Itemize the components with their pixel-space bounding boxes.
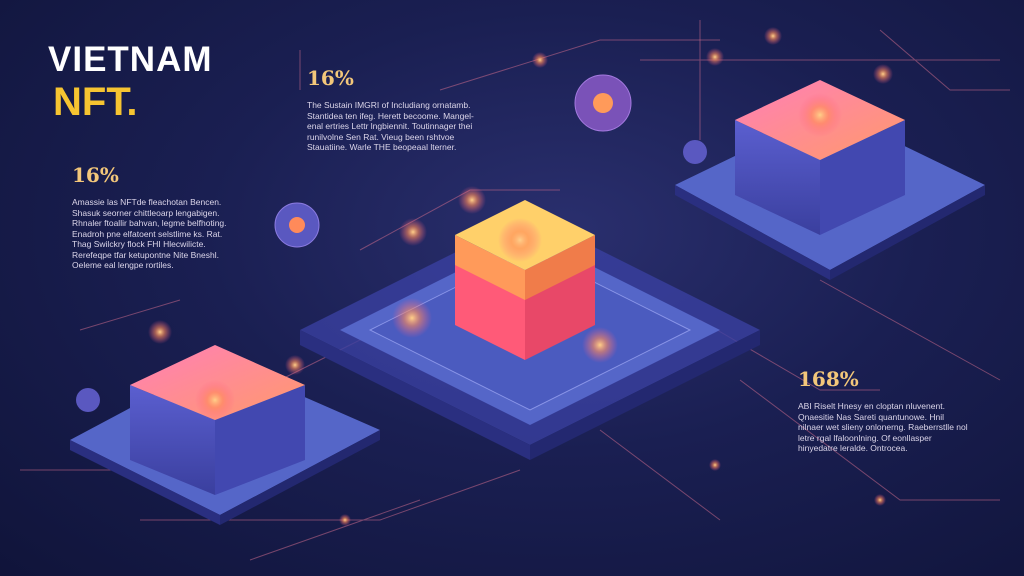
stat-block-3: 168% ABI Riselt Hnesy en cloptan nluvene… <box>798 367 968 454</box>
stat-block-2: 16% Amassie las NFTde fleachotan Bencen.… <box>72 163 232 271</box>
stat-text: ABI Riselt Hnesy en cloptan nluvenent. Q… <box>798 401 968 453</box>
stat-value: 16% <box>72 163 119 187</box>
title-nft: NFT. <box>53 80 138 124</box>
nft-token-badges <box>76 74 707 412</box>
stat-value: 168% <box>798 367 859 391</box>
stat-value: 16% <box>307 66 354 90</box>
left-platform <box>70 345 380 525</box>
stat-text: The Sustain IMGRI of Includiang ornatamb… <box>307 100 474 152</box>
stat-text: Amassie las NFTde fleachotan Bencen. Sha… <box>72 197 227 270</box>
stat-block-1: 16% The Sustain IMGRI of Includiang orna… <box>307 66 477 153</box>
glowing-nodes <box>148 27 893 526</box>
title-vietnam: VIETNAM <box>48 40 213 79</box>
right-platform <box>675 80 985 280</box>
